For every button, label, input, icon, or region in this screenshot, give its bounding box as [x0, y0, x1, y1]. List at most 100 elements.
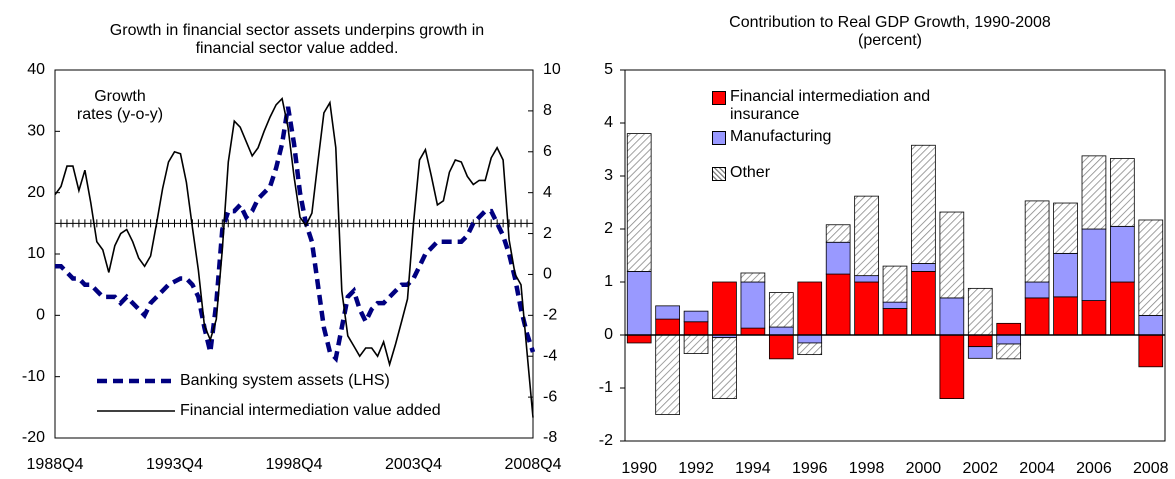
x-tick-label: 2002: [962, 460, 998, 477]
bar-segment: [967, 287, 993, 336]
bar-segment: [626, 270, 652, 336]
bar-segment: [996, 343, 1022, 360]
bar-segment: [712, 281, 737, 336]
bar-segment: [1053, 202, 1078, 254]
bar-segment: [768, 334, 794, 360]
x-tick-label: 1988Q4: [27, 456, 84, 473]
bar-segment: [1110, 158, 1135, 227]
legend-label: Manufacturing: [730, 128, 832, 145]
bar-segment: [825, 241, 851, 275]
x-tick-label: 1998: [849, 460, 885, 477]
bar-segment: [911, 263, 936, 272]
bar-segment: [797, 342, 823, 356]
bar-segment: [911, 270, 936, 336]
bar-segment: [967, 334, 993, 348]
x-tick-label: 1990: [621, 460, 657, 477]
legend-label: Other: [730, 164, 771, 181]
bar-segment: [854, 281, 879, 336]
x-tick-label: 2003Q4: [385, 456, 442, 473]
legend-swatch: [712, 167, 726, 181]
bar-segment: [1024, 297, 1050, 336]
y-tick-label: -10: [22, 368, 45, 385]
legend-label: Banking system assets (LHS): [180, 372, 390, 389]
y-tick-label: 0: [36, 307, 45, 324]
bar-segment: [1053, 252, 1078, 298]
bar-segment: [854, 275, 879, 283]
subtitle: (percent): [857, 32, 923, 49]
bar-segment: [768, 292, 794, 328]
bar-segment: [939, 334, 965, 399]
bar-segment: [655, 318, 680, 336]
legend-swatch: [712, 131, 726, 145]
y-tick-label: -1: [599, 379, 613, 396]
bar-segment: [683, 321, 709, 336]
bar-segment: [854, 195, 879, 277]
bar-segment: [1081, 228, 1107, 301]
bar-segment: [825, 224, 851, 243]
bar-segment: [1110, 225, 1135, 283]
bar-segment: [740, 327, 766, 336]
bar-segment: [768, 326, 794, 336]
legend-label: Financial intermediation value added: [180, 402, 441, 419]
x-tick-label: 1993Q4: [146, 456, 203, 473]
bar-segment: [740, 281, 766, 329]
bar-segment: [1138, 334, 1164, 368]
bar-segment: [882, 301, 908, 309]
left-title: Growth in financial sector assets underp…: [109, 22, 485, 57]
y2-tick-label: 2: [543, 225, 552, 242]
annotation: Growth rates (y-o-y): [76, 88, 164, 123]
y2-tick-label: -2: [543, 307, 557, 324]
bar-segment: [996, 322, 1022, 336]
bar-segment: [882, 265, 908, 303]
y-tick-label: 0: [604, 326, 613, 343]
y2-tick-label: -4: [543, 347, 557, 364]
x-tick-label: 2008Q4: [505, 456, 562, 473]
bar-segment: [626, 334, 652, 344]
legend-item: Manufacturing: [712, 128, 1002, 146]
legend-label: Financial intermediation and insurance: [730, 88, 931, 123]
x-tick-label: 1996: [792, 460, 828, 477]
x-tick-label: 1998Q4: [266, 456, 323, 473]
bar-segment: [655, 334, 680, 415]
bar-segment: [1024, 200, 1050, 283]
bar-segment: [911, 144, 936, 264]
bar-segment: [626, 133, 652, 272]
y-tick-label: -20: [22, 429, 45, 446]
y2-tick-label: 8: [543, 102, 552, 119]
bar-segment: [967, 346, 993, 359]
x-tick-label: 2004: [1019, 460, 1055, 477]
y2-tick-label: 4: [543, 184, 552, 201]
y2-tick-label: -8: [543, 429, 557, 446]
bar-segment: [1024, 281, 1050, 299]
bar-segment: [1138, 219, 1164, 316]
bar-segment: [939, 297, 965, 336]
y-tick-label: 10: [27, 245, 45, 262]
y2-tick-label: 6: [543, 143, 552, 160]
y-tick-label: 3: [604, 167, 613, 184]
bar-segment: [882, 308, 908, 336]
series-line: [54, 96, 534, 418]
bar-segment: [939, 211, 965, 299]
bar-segment: [797, 334, 823, 344]
bar-segment: [797, 281, 823, 336]
y2-tick-label: 0: [543, 266, 552, 283]
bar-segment: [712, 337, 737, 399]
y-tick-label: 40: [27, 61, 45, 78]
bar-segment: [1081, 300, 1107, 336]
x-tick-label: 2006: [1076, 460, 1112, 477]
x-tick-label: 2000: [906, 460, 942, 477]
y-tick-label: -2: [599, 432, 613, 449]
series-line: [55, 106, 536, 364]
y2-tick-label: -6: [543, 388, 557, 405]
plot-frame: [624, 69, 1166, 442]
y-tick-label: 1: [604, 273, 613, 290]
x-tick-label: 1994: [735, 460, 771, 477]
x-tick-label: 2008: [1133, 460, 1169, 477]
x-tick-label: 1992: [678, 460, 714, 477]
y-tick-label: 2: [604, 220, 613, 237]
title: Contribution to Real GDP Growth, 1990-20…: [729, 14, 1051, 31]
legend-item: Other: [712, 164, 1002, 182]
bar-segment: [996, 334, 1022, 345]
y-tick-label: 4: [604, 114, 613, 131]
